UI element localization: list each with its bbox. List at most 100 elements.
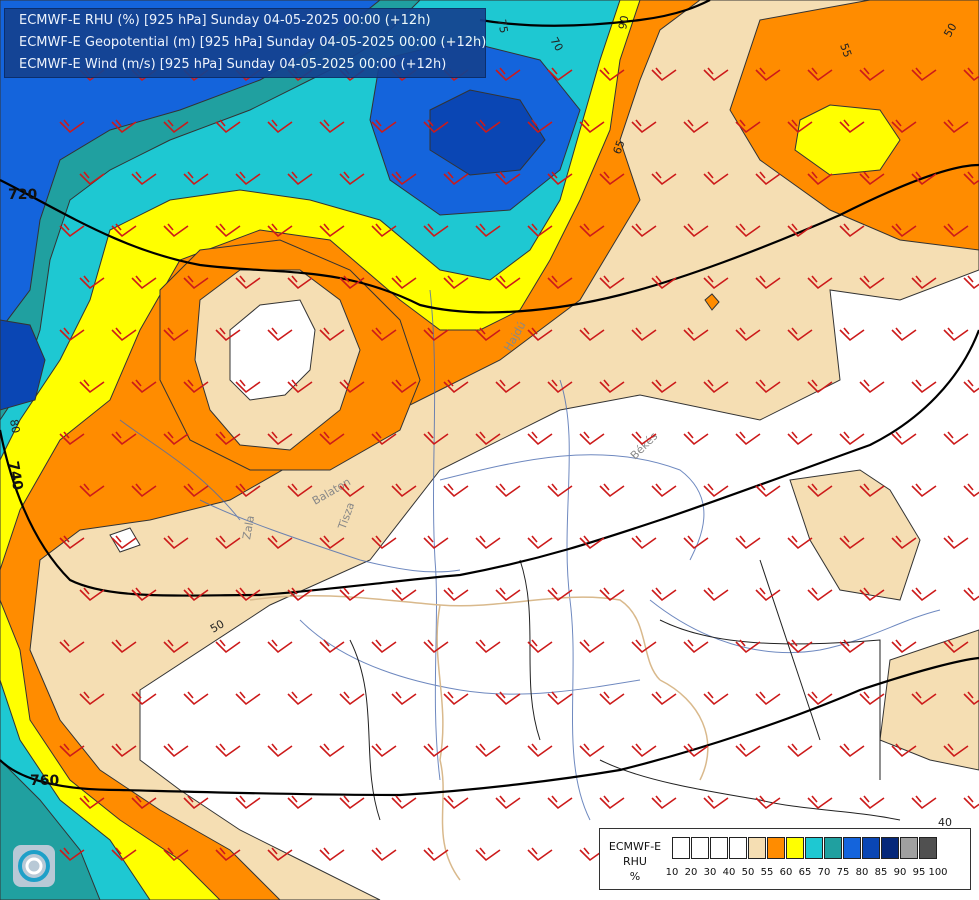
- wind-barb: [339, 379, 365, 394]
- wind-barb: [163, 847, 189, 862]
- wind-barb: [443, 379, 469, 394]
- wind-barb: [735, 327, 761, 342]
- wind-barb: [495, 795, 521, 810]
- wind-barb: [111, 119, 137, 134]
- wind-barb: [163, 223, 189, 238]
- wind-barb: [579, 119, 605, 134]
- wind-barb: [287, 691, 313, 706]
- wind-barb: [943, 431, 969, 446]
- wind-barb: [859, 691, 885, 706]
- wind-barb: [599, 379, 625, 394]
- wind-barb: [787, 119, 813, 134]
- wind-barb: [111, 327, 137, 342]
- wind-barb: [475, 119, 501, 134]
- wind-barb: [943, 223, 969, 238]
- legend-title: ECMWF-E RHU %: [606, 839, 664, 884]
- wind-barb: [787, 223, 813, 238]
- rh-band-yellow-ne: [794, 104, 901, 176]
- wind-barb: [599, 171, 625, 186]
- wind-barb: [371, 847, 397, 862]
- wind-barb: [963, 587, 979, 602]
- wind-barb: [911, 379, 937, 394]
- wind-barb: [943, 639, 969, 654]
- wind-barb: [891, 119, 917, 134]
- wind-barb: [683, 327, 709, 342]
- wind-barb: [807, 171, 833, 186]
- wind-barb: [287, 483, 313, 498]
- wind-barb: [319, 119, 345, 134]
- wind-barb: [527, 743, 553, 758]
- wind-barb: [443, 795, 469, 810]
- wind-barb: [527, 847, 553, 862]
- rh-band-darkblue-west: [0, 319, 46, 411]
- wind-barb: [839, 119, 865, 134]
- legend-swatch: [748, 837, 766, 859]
- rh-band-white-hole: [229, 299, 316, 401]
- wind-barb: [631, 223, 657, 238]
- wind-barb: [495, 691, 521, 706]
- wind-barb: [547, 171, 573, 186]
- wind-barb: [371, 743, 397, 758]
- wind-barb: [163, 327, 189, 342]
- wind-barb: [735, 743, 761, 758]
- wind-barb: [235, 275, 261, 290]
- legend-swatch: [691, 837, 709, 859]
- wind-barb: [807, 795, 833, 810]
- wind-barb: [891, 327, 917, 342]
- wind-barb: [755, 691, 781, 706]
- legend-swatch: [824, 837, 842, 859]
- wind-barb: [683, 743, 709, 758]
- wind-barb: [59, 639, 85, 654]
- wind-barb: [495, 587, 521, 602]
- wind-barb: [807, 275, 833, 290]
- wind-barb: [235, 587, 261, 602]
- rh-band-orange-spot: [704, 293, 720, 311]
- wind-barb: [495, 483, 521, 498]
- wind-barb: [391, 275, 417, 290]
- wind-barb: [807, 691, 833, 706]
- wind-barb: [631, 431, 657, 446]
- wind-barb: [267, 743, 293, 758]
- wind-barb: [527, 535, 553, 550]
- wind-barb: [527, 327, 553, 342]
- wind-barb: [963, 795, 979, 810]
- legend-title-variable: RHU: [623, 855, 647, 868]
- wind-barb: [79, 171, 105, 186]
- wind-barb: [651, 275, 677, 290]
- legend-swatch: [805, 837, 823, 859]
- wind-barb: [547, 379, 573, 394]
- wind-barb: [319, 223, 345, 238]
- wind-barb: [131, 379, 157, 394]
- wind-barb: [215, 327, 241, 342]
- wind-barb: [423, 431, 449, 446]
- wind-barb: [943, 327, 969, 342]
- wind-barb: [423, 327, 449, 342]
- wind-barb: [475, 431, 501, 446]
- wind-barb: [911, 67, 937, 82]
- rh-label-55: 55: [837, 42, 854, 60]
- wind-barb: [183, 795, 209, 810]
- wind-barb: [319, 535, 345, 550]
- legend-tick-label: 55: [760, 867, 774, 878]
- wind-barb: [423, 535, 449, 550]
- wind-barb: [339, 691, 365, 706]
- wind-barb: [807, 587, 833, 602]
- wind-barb: [111, 535, 137, 550]
- wind-barb: [111, 743, 137, 758]
- wind-barb: [599, 691, 625, 706]
- wind-barb: [183, 171, 209, 186]
- wind-barb: [911, 691, 937, 706]
- wind-barb: [651, 587, 677, 602]
- wind-barb: [131, 275, 157, 290]
- legend-tick-label: 90: [893, 867, 907, 878]
- wind-barb: [631, 119, 657, 134]
- wind-barb: [963, 171, 979, 186]
- wind-barb: [443, 171, 469, 186]
- wind-barb: [267, 847, 293, 862]
- legend-tick-label: 70: [817, 867, 831, 878]
- wind-barb: [215, 639, 241, 654]
- wind-barb: [787, 535, 813, 550]
- wind-barb: [839, 223, 865, 238]
